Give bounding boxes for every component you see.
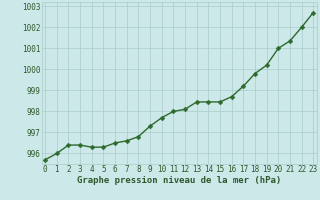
X-axis label: Graphe pression niveau de la mer (hPa): Graphe pression niveau de la mer (hPa) [77,176,281,185]
